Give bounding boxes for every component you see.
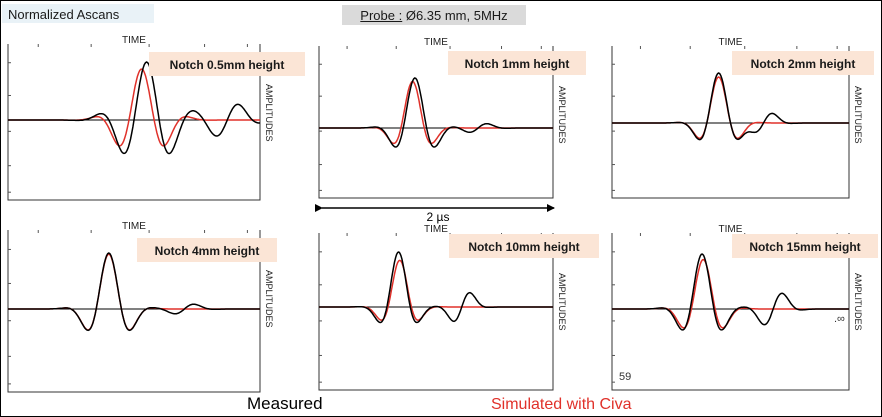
legend-measured: Measured: [247, 394, 323, 413]
panel-axes: [7, 44, 261, 201]
page-number: 59: [619, 371, 631, 383]
measured-signal-line: [612, 253, 849, 331]
time-axis-label: TIME: [424, 37, 448, 48]
plot-title-badge: [732, 51, 874, 75]
legend-simulated: Simulated with Civa: [491, 396, 632, 413]
ascan-panel-4: TIME AMPLITUDES Notch 4mm height: [7, 221, 277, 393]
simulated-signal-line: [319, 80, 553, 145]
panel-axes: [611, 46, 850, 199]
ascan-panel-1: TIME AMPLITUDES Notch 0.5mm height: [7, 35, 305, 201]
measured-signal-line: [319, 77, 553, 148]
measured-signal-line: [612, 72, 849, 141]
probe-label: Probe : Ø6.35 mm, 5MHz: [342, 5, 526, 25]
plot-title-badge: [448, 51, 586, 75]
ascan-panel-6: TIME AMPLITUDES Notch 15mm height: [611, 224, 878, 391]
probe-value-text: Ø6.35 mm, 5MHz: [402, 8, 508, 23]
amplitude-axis-label: AMPLITUDES: [264, 84, 274, 142]
simulated-signal-line: [319, 259, 553, 321]
plot-title-badge: [732, 234, 878, 258]
amplitude-axis-label: AMPLITUDES: [557, 86, 567, 144]
amplitude-axis-label: AMPLITUDES: [853, 86, 863, 144]
panel-axes: [7, 230, 261, 393]
time-axis-label: TIME: [122, 35, 146, 46]
plot-title-badge: [149, 52, 305, 76]
time-axis-label: TIME: [424, 224, 448, 235]
time-axis-label: TIME: [122, 221, 146, 232]
simulated-signal-line: [8, 68, 260, 147]
probe-label-text: Probe :: [360, 8, 403, 23]
plot-title: Notch 10mm height: [468, 240, 579, 254]
ascan-panel-5: TIME AMPLITUDES Notch 10mm height: [318, 224, 599, 391]
amplitude-axis-label: AMPLITUDES: [853, 273, 863, 331]
plot-title: Notch 1mm height: [465, 57, 570, 71]
amplitude-axis-label: AMPLITUDES: [557, 273, 567, 331]
simulated-signal-line: [612, 76, 849, 140]
time-axis-label: TIME: [719, 37, 743, 48]
panel-axes: [318, 233, 554, 391]
ascan-panel-3: TIME AMPLITUDES Notch 2mm height: [611, 37, 874, 199]
simulated-signal-line: [8, 253, 260, 331]
measured-signal-line: [319, 251, 553, 324]
amplitude-axis-label: AMPLITUDES: [264, 270, 274, 328]
panel-axes: [318, 46, 554, 199]
left-title-text: Normalized Ascans: [8, 7, 120, 22]
plot-title: Notch 4mm height: [155, 244, 260, 258]
normalized-ascans-label: Normalized Ascans: [2, 4, 154, 23]
stray-mark: .∞: [834, 313, 845, 325]
measured-signal-line: [8, 252, 260, 332]
time-scale-label: 2 µs: [427, 210, 450, 224]
plot-title: Notch 2mm height: [751, 57, 856, 71]
time-axis-label: TIME: [719, 224, 743, 235]
measured-signal-line: [8, 61, 260, 155]
plot-title-badge: [449, 234, 599, 258]
ascan-panel-2: TIME AMPLITUDES Notch 1mm height: [318, 37, 586, 199]
plot-title: Notch 0.5mm height: [170, 58, 285, 72]
panel-axes: [611, 233, 850, 391]
plot-title: Notch 15mm height: [749, 240, 860, 254]
plot-title-badge: [137, 238, 277, 262]
